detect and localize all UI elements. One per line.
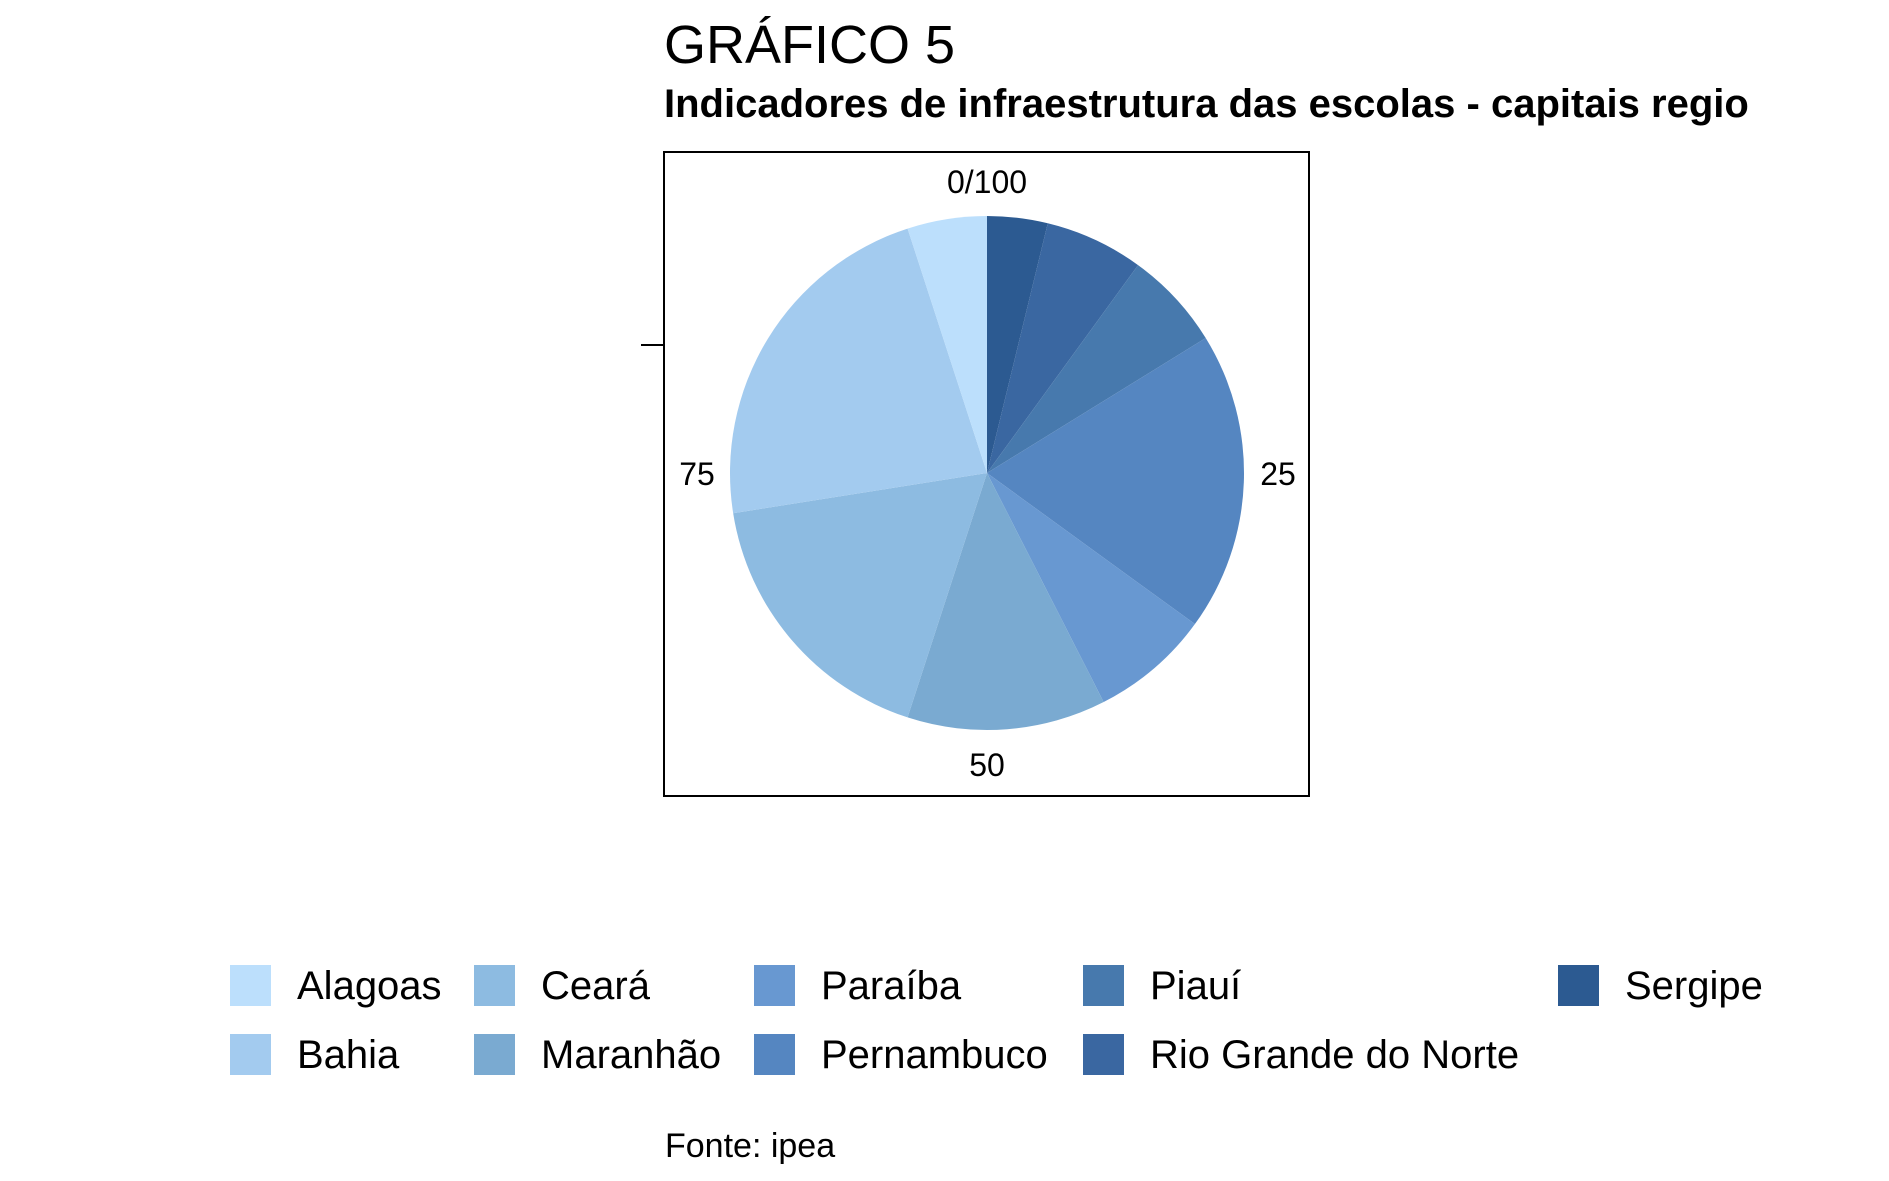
legend-item-rio-grande-do-norte: Rio Grande do Norte bbox=[1083, 1033, 1519, 1077]
tick-label: 75 bbox=[679, 456, 715, 492]
legend-item-alagoas: Alagoas bbox=[230, 964, 442, 1008]
plot-panel bbox=[663, 151, 1310, 797]
legend-label: Rio Grande do Norte bbox=[1150, 1033, 1519, 1077]
tick-label: 0/100 bbox=[947, 164, 1027, 200]
pie-slice-rio-grande-do-norte bbox=[987, 223, 1139, 473]
legend-label: Pernambuco bbox=[821, 1033, 1048, 1077]
legend-item-ceara: Ceará bbox=[474, 964, 651, 1008]
legend-label: Sergipe bbox=[1625, 964, 1763, 1008]
pie-slices bbox=[729, 216, 1245, 731]
legend-label: Paraíba bbox=[821, 964, 962, 1008]
legend-swatch bbox=[1558, 965, 1599, 1006]
pie-tick-labels: 0/100 25 50 75 bbox=[679, 164, 1296, 783]
legend-swatch bbox=[1083, 1034, 1124, 1075]
legend-item-sergipe: Sergipe bbox=[1558, 964, 1763, 1008]
tick-label: 50 bbox=[969, 747, 1005, 783]
legend-item-pernambuco: Pernambuco bbox=[754, 1033, 1048, 1077]
legend-label: Bahia bbox=[297, 1033, 400, 1077]
chart-caption: Fonte: ipea bbox=[665, 1127, 835, 1165]
legend-label: Maranhão bbox=[541, 1033, 721, 1077]
pie-slice-piaui bbox=[987, 265, 1206, 473]
legend-swatch bbox=[474, 965, 515, 1006]
legend-swatch bbox=[754, 965, 795, 1006]
pie-slice-pernambuco bbox=[987, 338, 1245, 625]
chart-subtitle: Indicadores de infraestrutura das escola… bbox=[664, 82, 1749, 126]
pie-slice-sergipe bbox=[987, 216, 1048, 473]
pie-slice-maranhao bbox=[907, 473, 1104, 731]
legend-swatch bbox=[754, 1034, 795, 1075]
legend-item-maranhao: Maranhão bbox=[474, 1033, 721, 1077]
legend-swatch bbox=[474, 1034, 515, 1075]
legend: Alagoas Bahia Ceará Maranhão Paraíba Pernambu… bbox=[230, 964, 1763, 1077]
pie-slice-paraiba bbox=[987, 473, 1195, 702]
chart-title: GRÁFICO 5 bbox=[664, 15, 955, 75]
legend-label: Alagoas bbox=[297, 964, 442, 1008]
legend-swatch bbox=[230, 1034, 271, 1075]
legend-label: Ceará bbox=[541, 964, 651, 1008]
tick-label: 25 bbox=[1260, 456, 1296, 492]
legend-item-paraiba: Paraíba bbox=[754, 964, 962, 1008]
legend-swatch bbox=[230, 965, 271, 1006]
pie-slice-bahia bbox=[729, 228, 987, 514]
legend-label: Piauí bbox=[1150, 964, 1241, 1008]
pie-slice-ceara bbox=[733, 473, 987, 718]
legend-item-bahia: Bahia bbox=[230, 1033, 400, 1077]
pie-slice-alagoas bbox=[907, 216, 987, 473]
legend-item-piaui: Piauí bbox=[1083, 964, 1241, 1008]
legend-swatch bbox=[1083, 965, 1124, 1006]
